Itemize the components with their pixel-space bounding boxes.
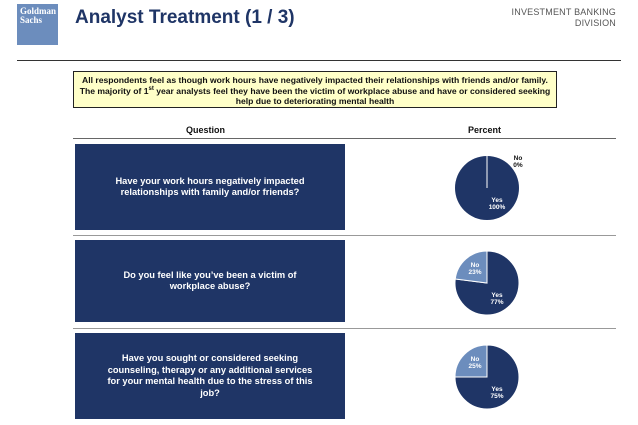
pie-label-no-value: 0% — [513, 162, 523, 169]
goldman-sachs-logo: Goldman Sachs — [17, 4, 58, 45]
header-divider — [17, 60, 621, 61]
pie-slice-no — [454, 250, 488, 284]
pie-label-no-name: No — [471, 262, 480, 269]
question-text-2: Do you feel like you’ve been a victim of… — [123, 269, 297, 292]
pie-label-yes-value: 77% — [490, 299, 503, 306]
logo-text: Goldman Sachs — [20, 6, 57, 25]
pie-label-yes-value: 75% — [490, 393, 503, 400]
question-text-1: Have your work hours negatively impacted… — [115, 175, 305, 198]
question-column-header: Question — [186, 125, 226, 135]
pie-label-no-name: No — [514, 155, 523, 162]
question-box-3: Have you sought or considered seeking co… — [75, 333, 345, 419]
pie-label-yes-name: Yes — [491, 197, 503, 204]
summary-callout: All respondents feel as though work hour… — [73, 71, 557, 108]
summary-text-2: year analysts feel they have been the vi… — [153, 85, 551, 107]
division-line-1: INVESTMENT BANKING — [511, 7, 616, 17]
row-divider-2 — [73, 328, 616, 329]
pie-slice-yes — [454, 250, 520, 316]
pie-label-no-name: No — [471, 356, 480, 363]
row-divider-1 — [73, 235, 616, 236]
division-label: INVESTMENT BANKING DIVISION — [512, 7, 616, 29]
pie-label-no-value: 23% — [468, 269, 481, 276]
pie-slice-no — [454, 344, 488, 378]
pie-label-yes-value: 100% — [489, 204, 506, 211]
summary-superscript: st — [148, 85, 154, 92]
question-box-1: Have your work hours negatively impacted… — [75, 144, 345, 230]
question-text-3: Have you sought or considered seeking co… — [107, 353, 313, 398]
table-header-rule — [73, 138, 616, 139]
page-title: Analyst Treatment (1 / 3) — [75, 7, 295, 28]
pie-label-no-value: 25% — [468, 363, 481, 370]
pie-label-yes-name: Yes — [491, 386, 503, 393]
question-box-2: Do you feel like you’ve been a victim of… — [75, 240, 345, 322]
percent-column-header: Percent — [468, 125, 502, 135]
division-line-2: DIVISION — [574, 18, 616, 28]
pie-label-yes-name: Yes — [491, 292, 503, 299]
pie-slice-yes — [454, 344, 520, 410]
summary-text-1: All respondents feel as though work hour… — [79, 75, 548, 96]
